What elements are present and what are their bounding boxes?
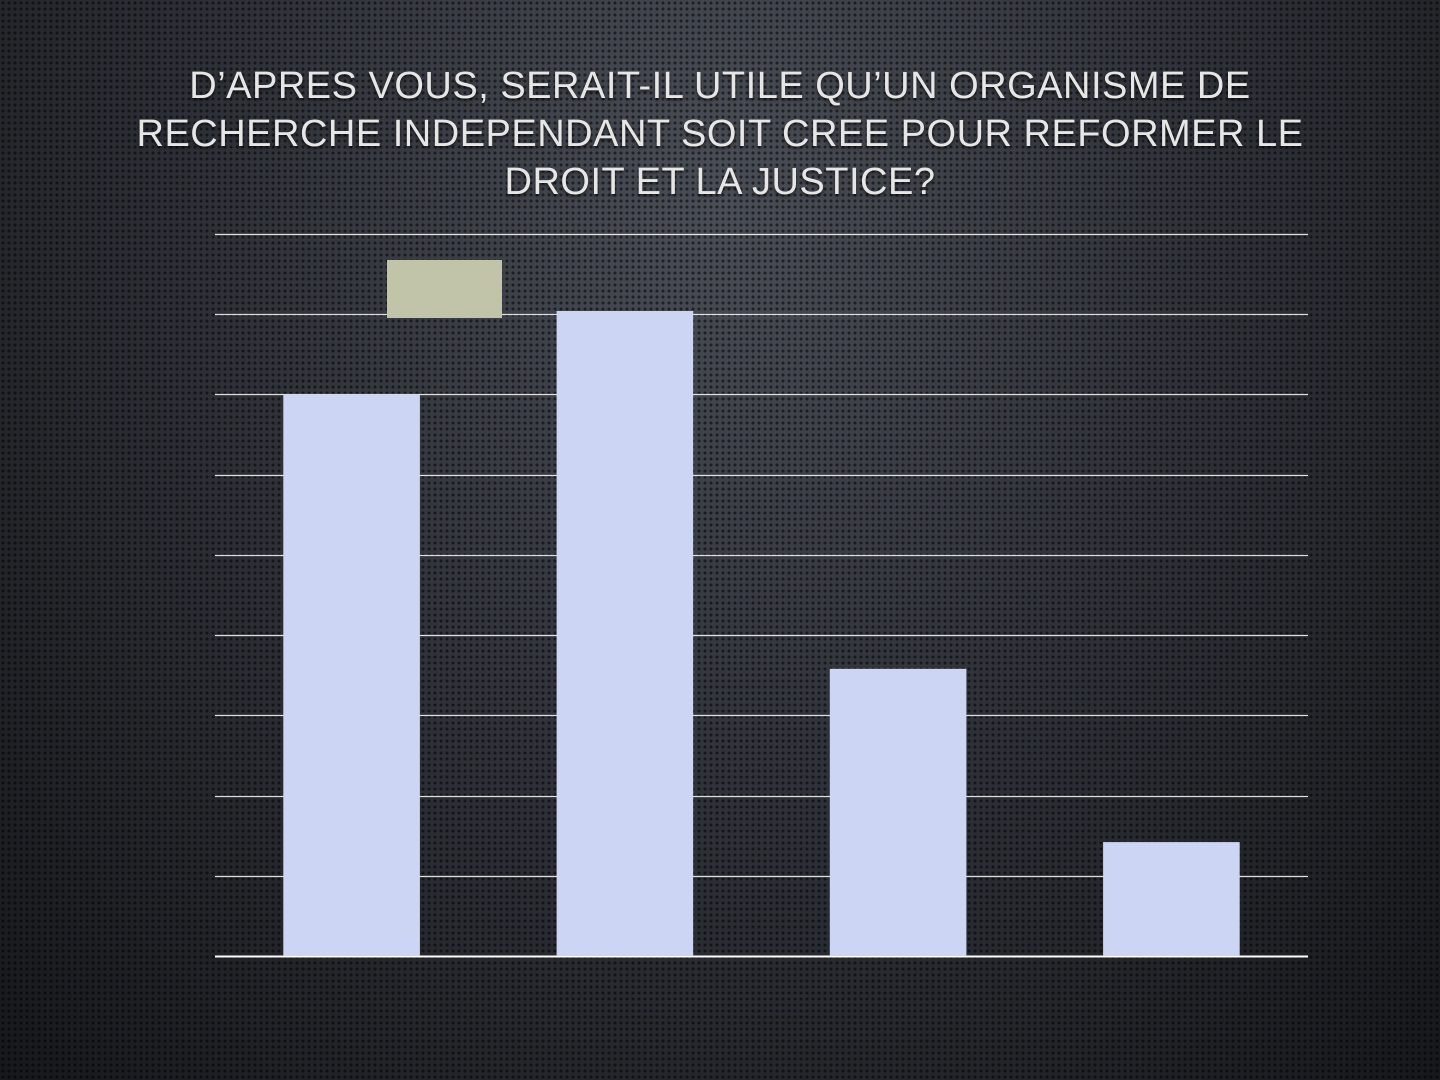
legend-swatch bbox=[387, 260, 502, 318]
bars bbox=[283, 311, 1240, 956]
slide-title: D’APRES VOUS, SERAIT-IL UTILE QU’UN ORGA… bbox=[136, 65, 1304, 203]
legend bbox=[387, 260, 502, 318]
bar bbox=[283, 394, 420, 956]
bar bbox=[1103, 842, 1240, 956]
bar bbox=[829, 668, 967, 956]
bar bbox=[556, 311, 694, 956]
